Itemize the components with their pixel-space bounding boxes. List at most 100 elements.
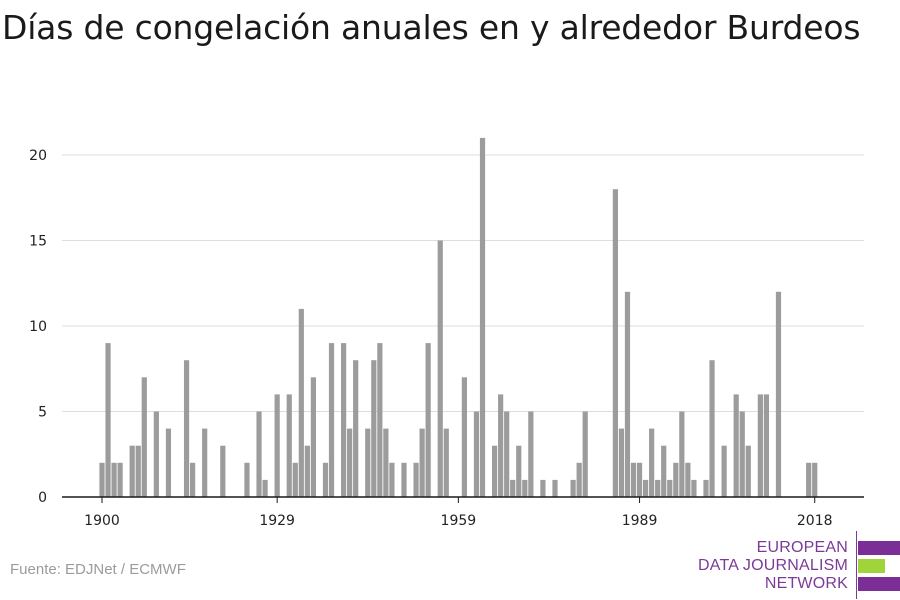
- bar: [685, 462, 691, 497]
- x-tick-label: 1929: [259, 513, 295, 529]
- bar: [618, 428, 625, 497]
- bar: [425, 343, 431, 497]
- bar: [220, 445, 226, 497]
- bar: [443, 428, 449, 497]
- bar: [256, 411, 262, 497]
- bar: [552, 479, 558, 497]
- bar: [745, 445, 751, 497]
- bar: [298, 308, 304, 497]
- logo-bar-purple-top: [858, 541, 900, 555]
- bar: [812, 462, 818, 497]
- bar: [141, 377, 147, 497]
- bar: [262, 479, 268, 497]
- bar: [129, 445, 135, 497]
- bar: [274, 394, 280, 497]
- logo-line-3: NETWORK: [764, 575, 848, 592]
- bar: [183, 360, 190, 497]
- bar: [292, 462, 298, 497]
- bar: [401, 462, 407, 497]
- bar: [437, 240, 443, 497]
- y-tick-label: 15: [29, 234, 47, 250]
- bar: [419, 428, 425, 497]
- bar: [806, 462, 812, 497]
- bar: [244, 462, 250, 497]
- logo-bar-purple-bottom: [858, 577, 900, 591]
- bar: [655, 479, 661, 497]
- bar: [105, 343, 111, 497]
- bar: [461, 377, 467, 497]
- bar: [473, 411, 480, 497]
- gridlines: [62, 154, 864, 412]
- bar: [153, 411, 159, 497]
- bar: [510, 479, 516, 497]
- bar: [691, 479, 697, 497]
- bar: [353, 360, 359, 497]
- y-tick-labels: 0 5 10 15 20: [29, 148, 47, 506]
- bar: [528, 411, 534, 497]
- bar: [202, 428, 208, 497]
- bar: [322, 462, 329, 497]
- bar: [347, 428, 353, 497]
- bar: [649, 428, 655, 497]
- bar: [630, 462, 637, 497]
- bar: [661, 445, 667, 497]
- bar: [99, 462, 105, 497]
- bar: [673, 462, 679, 497]
- bar: [286, 394, 292, 497]
- bar: [377, 343, 383, 497]
- bar: [389, 462, 395, 497]
- bar: [492, 445, 498, 497]
- bar: [504, 411, 510, 497]
- logo-line-2: DATA JOURNALISM: [698, 557, 848, 574]
- bar: [576, 462, 582, 497]
- bar: [643, 479, 649, 497]
- bar: [516, 445, 522, 497]
- bar: [165, 428, 172, 497]
- bar: [540, 479, 546, 497]
- bar: [413, 462, 419, 497]
- y-tick-label: 5: [38, 405, 47, 421]
- y-tick-label: 0: [38, 490, 47, 506]
- bar: [733, 394, 739, 497]
- bar: [709, 360, 715, 497]
- bar: [341, 343, 347, 497]
- bar: [328, 343, 335, 497]
- logo-bar-green: [858, 559, 885, 573]
- axes: [62, 496, 864, 503]
- bar: [310, 377, 316, 497]
- bar: [763, 394, 769, 497]
- x-tick-label: 1900: [84, 513, 120, 529]
- bar: [498, 394, 504, 497]
- bar: [703, 479, 709, 497]
- bar: [757, 394, 763, 497]
- bar: [304, 445, 310, 497]
- bar: [522, 479, 528, 497]
- bar: [612, 189, 618, 497]
- bar: [636, 462, 643, 497]
- bar: [582, 411, 588, 497]
- bar: [721, 445, 727, 497]
- logo-divider: [856, 531, 857, 599]
- bar: [775, 291, 782, 497]
- y-tick-label: 20: [29, 148, 47, 164]
- bar: [135, 445, 141, 497]
- bar: [679, 411, 685, 497]
- bar: [667, 479, 673, 497]
- bar: [117, 462, 123, 497]
- source-note: Fuente: EDJNet / ECMWF: [10, 561, 186, 578]
- edjnet-logo: EUROPEAN DATA JOURNALISM NETWORK: [698, 531, 900, 599]
- x-tick-label: 1989: [622, 513, 658, 529]
- bar: [479, 137, 486, 497]
- bar: [371, 360, 377, 497]
- x-tick-label: 1959: [441, 513, 477, 529]
- bar: [739, 411, 745, 497]
- y-tick-label: 10: [29, 319, 47, 335]
- bar: [190, 462, 196, 497]
- bar: [383, 428, 389, 497]
- bar: [365, 428, 371, 497]
- chart-title: Días de congelación anuales en y alreded…: [2, 8, 861, 47]
- bar: [570, 479, 576, 497]
- bar: [111, 462, 117, 497]
- logo-line-1: EUROPEAN: [756, 539, 848, 556]
